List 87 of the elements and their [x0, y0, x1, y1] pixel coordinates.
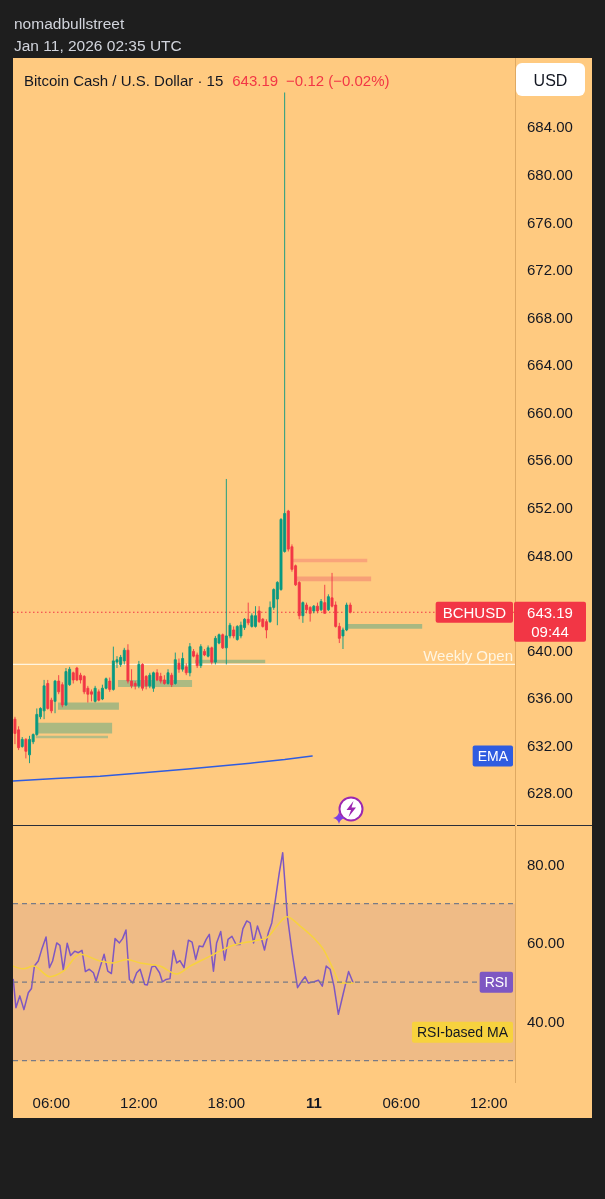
y-tick-label: 672.00: [527, 261, 573, 279]
line-series: [13, 755, 313, 782]
candlestick: [126, 643, 130, 684]
candlestick: [122, 647, 126, 665]
candlestick: [188, 642, 192, 677]
candlestick: [20, 736, 24, 749]
annotation: BCHUSD: [442, 603, 507, 621]
candlestick: [166, 668, 170, 686]
y-tick-label: 664.00: [527, 356, 573, 374]
candlestick: [137, 660, 141, 689]
y-tick-label: 648.00: [527, 546, 573, 564]
candlestick: [64, 667, 68, 707]
candlestick: [232, 625, 236, 639]
candlestick: [264, 618, 268, 639]
y-tick-label: 656.00: [527, 451, 573, 469]
candlestick: [42, 679, 46, 720]
y-tick-label: 628.00: [527, 784, 573, 802]
y-tick-label: 660.00: [527, 403, 573, 421]
candlestick: [162, 674, 166, 686]
candlestick: [173, 652, 177, 686]
y-tick-label: 668.00: [527, 308, 573, 326]
candlestick: [90, 688, 93, 702]
candlestick: [221, 633, 225, 650]
candlestick: [170, 672, 174, 688]
candlestick: [235, 624, 239, 642]
y-tick-label: 640.00: [527, 641, 573, 659]
candlestick: [326, 593, 330, 612]
y-tick-label: 80.00: [527, 855, 565, 873]
text: RSI-based MA: [416, 1024, 509, 1041]
text: USD: [533, 71, 568, 89]
candlestick: [319, 598, 323, 612]
line-series: [13, 915, 354, 984]
line-series: [13, 851, 354, 1016]
candlestick: [108, 677, 112, 693]
candlestick: [239, 621, 243, 639]
text: Jan 11, 2026 02:35 UTC: [14, 37, 182, 54]
candlestick: [301, 600, 305, 624]
candlestick: [46, 679, 50, 711]
candlestick: [213, 635, 217, 665]
y-tick-label: 60.00: [527, 934, 565, 952]
candlestick: [53, 679, 57, 714]
candlestick: [203, 648, 206, 657]
candlestick: [254, 605, 257, 629]
y-tick-label: 632.00: [527, 736, 573, 754]
x-tick-label: 06:00: [382, 1093, 421, 1111]
candlestick: [75, 666, 79, 682]
candlestick: [308, 605, 312, 623]
candlestick: [177, 658, 181, 674]
candlestick: [199, 643, 203, 669]
candlestick: [28, 735, 31, 764]
candlestick: [151, 671, 155, 693]
candlestick: [155, 668, 159, 682]
candlestick: [210, 646, 214, 665]
y-tick-label: 652.00: [527, 499, 573, 516]
candlestick: [184, 662, 188, 676]
ref-line-label: 643.19: [527, 603, 573, 621]
candlestick: [93, 685, 97, 703]
x-tick-label: 06:00: [32, 1093, 71, 1111]
text: RSI: [484, 974, 508, 991]
candlestick: [71, 671, 75, 684]
candlestick: [195, 652, 199, 669]
annotation: −0.12 (−0.02%): [286, 72, 390, 89]
text: EMA: [477, 748, 509, 765]
ref-line-label: Weekly Open: [423, 647, 513, 665]
y-tick-label: 680.00: [527, 166, 573, 184]
candlestick: [97, 688, 101, 702]
candlestick: [159, 672, 163, 684]
x-tick-label: 11: [305, 1093, 322, 1111]
y-tick-label: 684.00: [527, 118, 573, 136]
candlestick: [181, 652, 185, 673]
candlestick: [312, 604, 316, 614]
y-tick-label: 676.00: [527, 213, 573, 231]
candlestick: [224, 478, 228, 665]
candlestick: [24, 737, 28, 759]
y-tick-label: 636.00: [527, 689, 573, 707]
candlestick: [206, 644, 210, 658]
text: Bitcoin Cash / U.S. Dollar · 15: [24, 72, 224, 89]
x-tick-label: 12:00: [120, 1093, 158, 1111]
candlestick: [148, 672, 152, 689]
text: 09:44: [531, 622, 569, 640]
y-tick-label: 40.00: [527, 1012, 565, 1030]
x-tick-label: 12:00: [469, 1093, 508, 1111]
x-tick-label: 18:00: [207, 1093, 246, 1111]
candlestick: [141, 662, 144, 692]
candlestick: [111, 646, 115, 692]
text: nomadbullstreet: [14, 15, 125, 32]
annotation: 643.19: [232, 72, 279, 89]
